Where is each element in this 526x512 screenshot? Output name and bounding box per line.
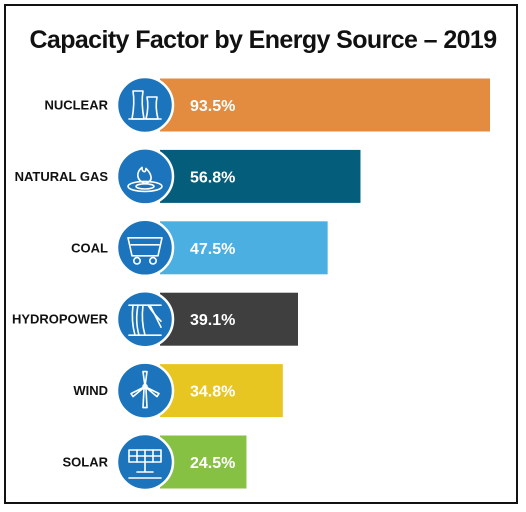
category-label: NUCLEAR xyxy=(44,98,108,113)
solar-panel-icon xyxy=(128,449,162,479)
wind-turbine-icon xyxy=(130,370,160,409)
value-label: 34.8% xyxy=(190,384,235,401)
icon-badge xyxy=(115,75,175,135)
category-label: WIND xyxy=(73,383,108,398)
nuclear-cooling-tower-icon xyxy=(128,90,162,120)
category-label: NATURAL GAS xyxy=(15,169,109,184)
value-label: 39.1% xyxy=(190,312,235,329)
value-label: 47.5% xyxy=(190,241,235,258)
chart-title: Capacity Factor by Energy Source – 2019 xyxy=(29,26,497,54)
icon-badge xyxy=(115,361,175,420)
bar-coal xyxy=(160,221,328,275)
bar-natural-gas xyxy=(160,149,361,203)
category-label: SOLAR xyxy=(63,455,109,470)
icon-badge xyxy=(115,147,175,206)
bar-nuclear xyxy=(160,78,490,132)
bar-wind xyxy=(160,364,283,418)
value-label: 24.5% xyxy=(190,455,235,472)
bar-solar xyxy=(160,435,247,489)
hydropower-dam-icon xyxy=(128,304,162,337)
gas-flame-icon xyxy=(127,166,163,193)
bar-hydropower xyxy=(160,292,298,346)
value-label: 56.8% xyxy=(190,169,235,186)
category-label: COAL xyxy=(71,240,108,255)
icon-badge xyxy=(115,289,175,349)
category-label: HYDROPOWER xyxy=(12,312,109,327)
coal-cart-icon xyxy=(127,237,163,265)
icon-badge xyxy=(115,218,175,278)
value-label: 93.5% xyxy=(190,98,235,115)
